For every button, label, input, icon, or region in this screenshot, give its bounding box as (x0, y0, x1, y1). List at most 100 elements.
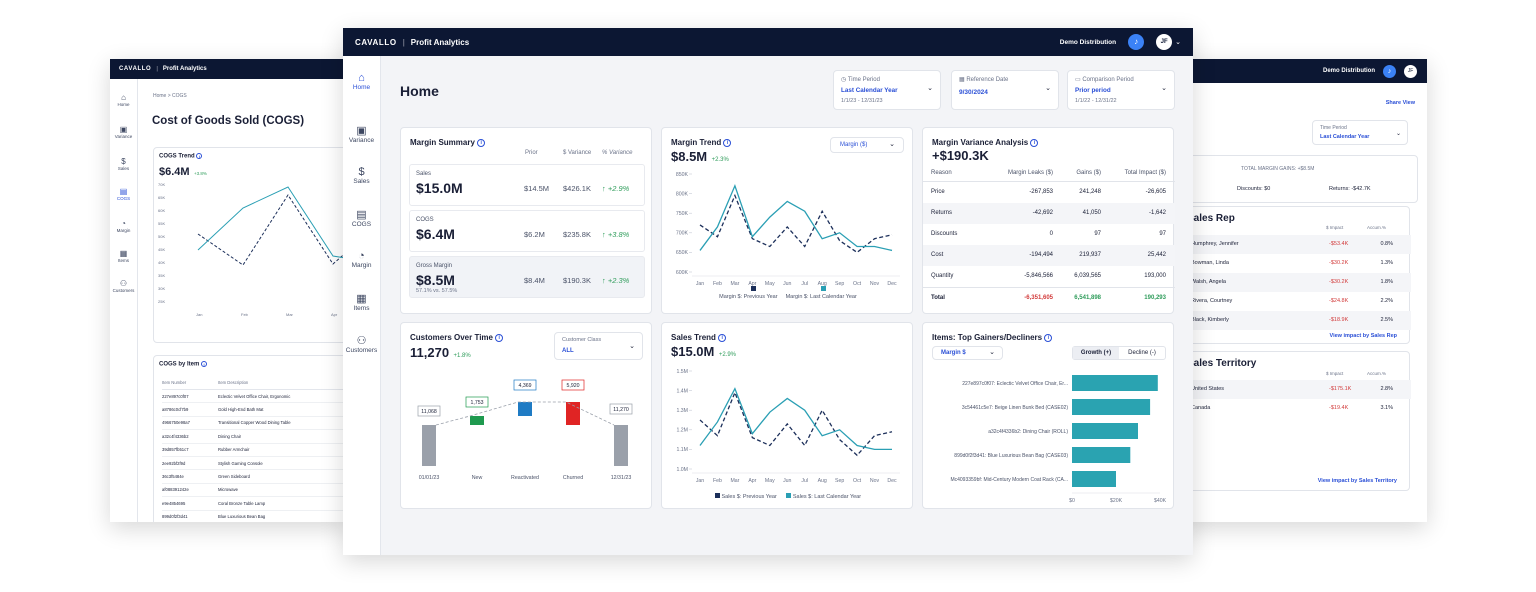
table-row[interactable]: Price -267,853 241,248 -26,605 (923, 182, 1175, 203)
summary-row[interactable]: COGS $6.4M $6.2M $235.8K ↑ +3.8% (409, 210, 645, 252)
table-row[interactable]: Rivera, Courtney -$24.8K 2.2% (1181, 292, 1411, 311)
table-row[interactable]: Returns -42,692 41,050 -1,642 (923, 203, 1175, 224)
legend-current: Margin $: Last Calendar Year (785, 294, 857, 300)
table-row[interactable]: af088391242e Microwave (162, 484, 350, 498)
filter-value: Prior period (1075, 87, 1111, 94)
cell: Total (931, 295, 945, 301)
info-icon[interactable]: i (723, 138, 732, 147)
card-title: Customers Over Time i (410, 333, 504, 342)
table-row[interactable]: Cost -194,494 219,937 25,442 (923, 245, 1175, 266)
items-metric-select[interactable]: Margin $ ⌄ (932, 346, 1003, 360)
tab-decline[interactable]: Decline (-) (1128, 350, 1156, 356)
nav-cogs[interactable]: ▤ COGS (110, 187, 137, 219)
table-row[interactable]: Discounts 0 97 97 (923, 224, 1175, 245)
summary-row[interactable]: Sales $15.0M $14.5M $426.1K ↑ +2.9% (409, 164, 645, 206)
comparison-period-filter[interactable]: ▭ Comparison Period Prior period 1/1/22 … (1067, 70, 1175, 110)
nav-sales[interactable]: $ Sales (343, 166, 380, 208)
item-bar[interactable] (1072, 471, 1116, 487)
table-row[interactable]: a8786c0cf7b9 Gold High-End Bath Mat (162, 403, 350, 417)
cell: -267,853 (1029, 189, 1053, 195)
nav-variance[interactable]: ▣ Variance (110, 125, 137, 157)
nav-variance[interactable]: ▣ Variance (343, 124, 380, 166)
table-row[interactable]: 39d857fb51c7 Rubber Armchair (162, 444, 350, 457)
table-row[interactable]: 36c3f5484e Green Sideboard (162, 470, 350, 484)
waterfall-bar[interactable] (614, 425, 628, 466)
chevron-down-icon: ⌄ (629, 343, 635, 350)
nav-customers[interactable]: ⚇ Customers (110, 279, 137, 309)
change-badge: +2.3% (711, 157, 729, 163)
item-bar[interactable] (1072, 375, 1158, 391)
row-name: Rivera, Courtney (1191, 298, 1233, 304)
cogs-value: $6.4M +3.8% (159, 166, 207, 178)
table-row[interactable]: Canada -$19.4K 3.1% (1181, 399, 1411, 418)
cell: Cost (931, 252, 944, 258)
waterfall-bar[interactable] (470, 416, 484, 425)
waterfall-bar[interactable] (566, 402, 580, 425)
bell-icon[interactable]: ♪ (1383, 64, 1396, 78)
item-number: 899d0f2f3d41 (162, 514, 188, 520)
item-bar[interactable] (1072, 423, 1138, 439)
share-view-link[interactable]: Share View (1385, 100, 1415, 106)
item-bar[interactable] (1072, 447, 1131, 463)
tab-growth[interactable]: Growth (+) (1073, 347, 1119, 359)
bell-icon[interactable]: ♪ (1128, 34, 1145, 50)
up-arrow-icon: ↑ (602, 184, 608, 193)
table-row[interactable]: 2ee92bf2f9d Stylish Gaming Console (162, 457, 350, 471)
nav-cogs[interactable]: ▤ COGS (343, 208, 380, 250)
waterfall-bar[interactable] (422, 425, 436, 466)
nav-items[interactable]: ▦ Items (110, 249, 137, 279)
summary-row[interactable]: Gross Margin $8.5M 57.1% vs. 57.5% $8.4M $19… (409, 256, 645, 298)
table-row[interactable]: 4966750e98a7 Transitional Copper Wood Din… (162, 417, 350, 431)
table-row[interactable]: Bowman, Linda -$30.2K 1.3% (1181, 254, 1411, 273)
nav-customers[interactable]: ⚇ Customers (343, 334, 380, 376)
nav-margin[interactable]: ◔ Margin (343, 250, 380, 292)
table-row[interactable]: a32c4f4336b2 Dining Chair (162, 430, 350, 444)
table-row[interactable]: Walsh, Angela -$30.2K 1.8% (1181, 273, 1411, 292)
legend-swatch-current (820, 286, 826, 291)
info-icon[interactable]: i (1030, 138, 1039, 147)
waterfall-bar[interactable] (518, 402, 532, 416)
avatar[interactable]: JF (1156, 34, 1173, 50)
row-accum: 1.8% (1380, 279, 1393, 285)
nav-items[interactable]: ▦ Items (343, 292, 380, 334)
view-impact-sales-rep[interactable]: View impact by Sales Rep (1329, 333, 1397, 339)
info-icon[interactable]: i (495, 333, 504, 342)
customer-class-select[interactable]: Customer Class ALL ⌄ (554, 332, 643, 360)
row-sub: 57.1% vs. 57.5% (416, 288, 458, 294)
info-icon[interactable]: i (477, 138, 486, 147)
time-period-filter[interactable]: ◷ Time Period Last Calendar Year 1/1/23 … (833, 70, 941, 110)
data-label-box (465, 396, 489, 408)
avatar[interactable]: JF (1404, 64, 1417, 78)
variance-icon: ▣ (356, 125, 367, 137)
table-row[interactable]: United States -$175.1K 2.8% (1181, 380, 1411, 399)
table-row[interactable]: 899d0f2f3d41 Blue Luxurious Bean Bag (162, 511, 350, 522)
reference-date-filter[interactable]: ▦ Reference Date 9/30/2024 ⌄ (951, 70, 1059, 110)
table-row[interactable]: e9e4854695 Coral Bronze Table Lamp (162, 497, 350, 511)
info-icon[interactable]: i (718, 333, 727, 342)
x-tick-label: Apr (748, 281, 756, 287)
item-label: 3c54461c5e7: Beige Linen Bunk Bed (CASE0… (962, 405, 1069, 411)
info-icon[interactable]: i (201, 361, 208, 367)
margin-value: $8.5M +2.3% (671, 149, 729, 164)
card-title: COGS by Item i (159, 361, 208, 368)
margin-metric-select[interactable]: Margin ($) ⌄ (830, 137, 904, 153)
table-row[interactable]: Quantity -5,846,566 6,039,565 193,000 (923, 266, 1175, 287)
receipt-icon: ▤ (119, 187, 128, 196)
time-period-filter[interactable]: Time Period Last Calendar Year ⌄ (1312, 120, 1408, 145)
nav-home[interactable]: ⌂ Home (110, 93, 137, 125)
x-tick-label: Sep (835, 478, 844, 484)
table-row[interactable]: Humphrey, Jennifer -$53.4K 0.8% (1181, 235, 1411, 254)
legend-previous: Sales $: Previous Year (721, 494, 777, 500)
nav-home[interactable]: ⌂ Home (343, 72, 380, 124)
item-bar[interactable] (1072, 399, 1151, 415)
table-row[interactable]: Black, Kimberly -$18.9K 2.5% (1181, 311, 1411, 330)
legend-swatch-current (786, 493, 792, 498)
info-icon[interactable]: i (196, 153, 203, 159)
breadcrumb-home[interactable]: Home (153, 93, 167, 99)
chevron-down-icon[interactable]: ⌄ (1175, 39, 1181, 46)
nav-margin[interactable]: ◔ Margin (110, 219, 137, 249)
nav-sales[interactable]: $ Sales (110, 157, 137, 187)
table-row[interactable]: 227e897c0f07 Eclectic Velvet Office Chair… (162, 390, 350, 404)
view-impact-sales-territory[interactable]: View impact by Sales Territory (1317, 478, 1397, 484)
info-icon[interactable]: i (1044, 333, 1053, 342)
